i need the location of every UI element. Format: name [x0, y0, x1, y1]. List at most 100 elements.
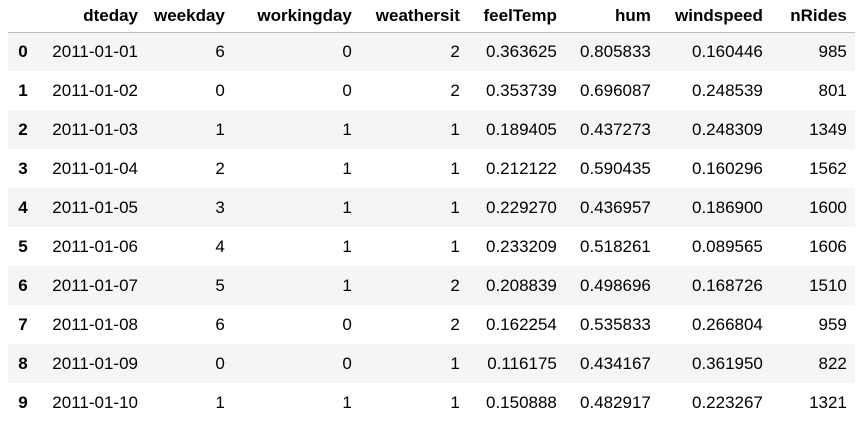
- cell-weathersit: 2: [450, 314, 460, 334]
- cell-nrides: 1562: [809, 158, 847, 178]
- cell-nrides: 1349: [809, 119, 847, 139]
- cell-dteday: 2011-01-03: [52, 119, 138, 139]
- header-hum: hum: [564, 0, 659, 33]
- cell-nrides: 801: [818, 80, 847, 100]
- row-index: 3: [18, 158, 28, 178]
- cell-hum: 0.535833: [579, 314, 651, 334]
- table-row: 4 2011-01-05 3 1 1 0.229270 0.436957 0.186900 16…: [8, 188, 855, 227]
- table-row: 5 2011-01-06 4 1 1 0.233209 0.518261 0.089565 16…: [8, 227, 855, 266]
- cell-weekday: 2: [215, 158, 225, 178]
- cell-feeltemp: 0.212122: [485, 158, 557, 178]
- header-weekday: weekday: [146, 0, 233, 33]
- cell-hum: 0.696087: [579, 80, 651, 100]
- cell-workingday: 1: [342, 197, 352, 217]
- cell-weathersit: 2: [450, 41, 460, 61]
- cell-feeltemp: 0.353739: [485, 80, 557, 100]
- table-row: 6 2011-01-07 5 1 2 0.208839 0.498696 0.168726 15…: [8, 266, 855, 305]
- cell-nrides: 1606: [809, 236, 847, 256]
- cell-weathersit: 2: [450, 80, 460, 100]
- cell-windspeed: 0.223267: [691, 392, 763, 412]
- table-body: 0 2011-01-01 6 0 2 0.363625 0.805833 0.160446 98…: [8, 32, 855, 422]
- header-index: [8, 0, 38, 33]
- cell-weekday: 0: [215, 353, 225, 373]
- cell-feeltemp: 0.208839: [485, 275, 557, 295]
- cell-nrides: 1510: [809, 275, 847, 295]
- table-row: 0 2011-01-01 6 0 2 0.363625 0.805833 0.160446 98…: [8, 32, 855, 71]
- cell-weekday: 5: [215, 275, 225, 295]
- cell-weathersit: 1: [450, 236, 460, 256]
- cell-dteday: 2011-01-05: [52, 197, 138, 217]
- cell-dteday: 2011-01-09: [52, 353, 138, 373]
- cell-feeltemp: 0.116175: [487, 353, 557, 373]
- cell-workingday: 1: [342, 158, 352, 178]
- cell-dteday: 2011-01-08: [52, 314, 138, 334]
- row-index: 7: [18, 314, 28, 334]
- header-nrides: nRides: [770, 0, 855, 33]
- cell-windspeed: 0.168726: [691, 275, 763, 295]
- cell-windspeed: 0.089565: [691, 236, 763, 256]
- cell-workingday: 0: [342, 80, 352, 100]
- cell-weathersit: 2: [450, 275, 460, 295]
- cell-weathersit: 1: [450, 392, 460, 412]
- cell-weekday: 4: [215, 236, 225, 256]
- cell-windspeed: 0.160296: [691, 158, 763, 178]
- cell-workingday: 1: [342, 236, 352, 256]
- header-weathersit: weathersit: [359, 0, 468, 33]
- header-workingday: workingday: [232, 0, 360, 33]
- cell-feeltemp: 0.189405: [485, 119, 557, 139]
- cell-workingday: 1: [342, 275, 352, 295]
- cell-windspeed: 0.248539: [691, 80, 763, 100]
- cell-feeltemp: 0.150888: [485, 392, 557, 412]
- cell-windspeed: 0.160446: [691, 41, 763, 61]
- table-row: 2 2011-01-03 1 1 1 0.189405 0.437273 0.248309 13…: [8, 110, 855, 149]
- row-index: 4: [18, 197, 28, 217]
- cell-weekday: 6: [215, 41, 225, 61]
- cell-feeltemp: 0.233209: [485, 236, 557, 256]
- cell-workingday: 0: [342, 353, 352, 373]
- cell-weekday: 1: [215, 392, 225, 412]
- cell-dteday: 2011-01-10: [52, 392, 138, 412]
- cell-hum: 0.805833: [579, 41, 651, 61]
- cell-windspeed: 0.361950: [691, 353, 763, 373]
- row-index: 1: [18, 80, 28, 100]
- cell-dteday: 2011-01-07: [52, 275, 138, 295]
- row-index: 8: [18, 353, 28, 373]
- cell-windspeed: 0.266804: [691, 314, 763, 334]
- row-index: 2: [18, 119, 28, 139]
- cell-workingday: 0: [342, 41, 352, 61]
- row-index: 0: [18, 41, 28, 61]
- table-row: 8 2011-01-09 0 0 1 0.116175 0.434167 0.361950 82…: [8, 344, 855, 383]
- cell-weekday: 6: [215, 314, 225, 334]
- cell-weekday: 3: [215, 197, 225, 217]
- cell-hum: 0.436957: [579, 197, 651, 217]
- header-dteday: dteday: [38, 0, 146, 33]
- cell-dteday: 2011-01-02: [52, 80, 138, 100]
- cell-nrides: 1321: [809, 392, 847, 412]
- cell-hum: 0.437273: [579, 119, 651, 139]
- row-index: 9: [18, 392, 28, 412]
- cell-windspeed: 0.248309: [691, 119, 763, 139]
- table-row: 7 2011-01-08 6 0 2 0.162254 0.535833 0.266804 95…: [8, 305, 855, 344]
- cell-nrides: 959: [818, 314, 847, 334]
- cell-dteday: 2011-01-06: [52, 236, 138, 256]
- cell-hum: 0.434167: [579, 353, 651, 373]
- cell-weekday: 0: [215, 80, 225, 100]
- dataframe-table: dteday weekday workingday weathersit fee…: [8, 0, 855, 422]
- cell-hum: 0.518261: [579, 236, 651, 256]
- cell-weathersit: 1: [450, 353, 460, 373]
- cell-nrides: 985: [818, 41, 847, 61]
- cell-weathersit: 1: [450, 197, 460, 217]
- table-row: 1 2011-01-02 0 0 2 0.353739 0.696087 0.248539 80…: [8, 71, 855, 110]
- row-index: 5: [18, 236, 28, 256]
- table-row: 3 2011-01-04 2 1 1 0.212122 0.590435 0.160296 15…: [8, 149, 855, 188]
- header-windspeed: windspeed: [658, 0, 771, 33]
- row-index: 6: [18, 275, 28, 295]
- cell-weathersit: 1: [450, 158, 460, 178]
- dataframe-output: dteday weekday workingday weathersit fee…: [8, 0, 855, 422]
- header-row: dteday weekday workingday weathersit fee…: [8, 0, 855, 33]
- cell-weekday: 1: [215, 119, 225, 139]
- cell-feeltemp: 0.229270: [485, 197, 557, 217]
- cell-hum: 0.590435: [579, 158, 651, 178]
- cell-nrides: 1600: [809, 197, 847, 217]
- cell-dteday: 2011-01-01: [52, 41, 138, 61]
